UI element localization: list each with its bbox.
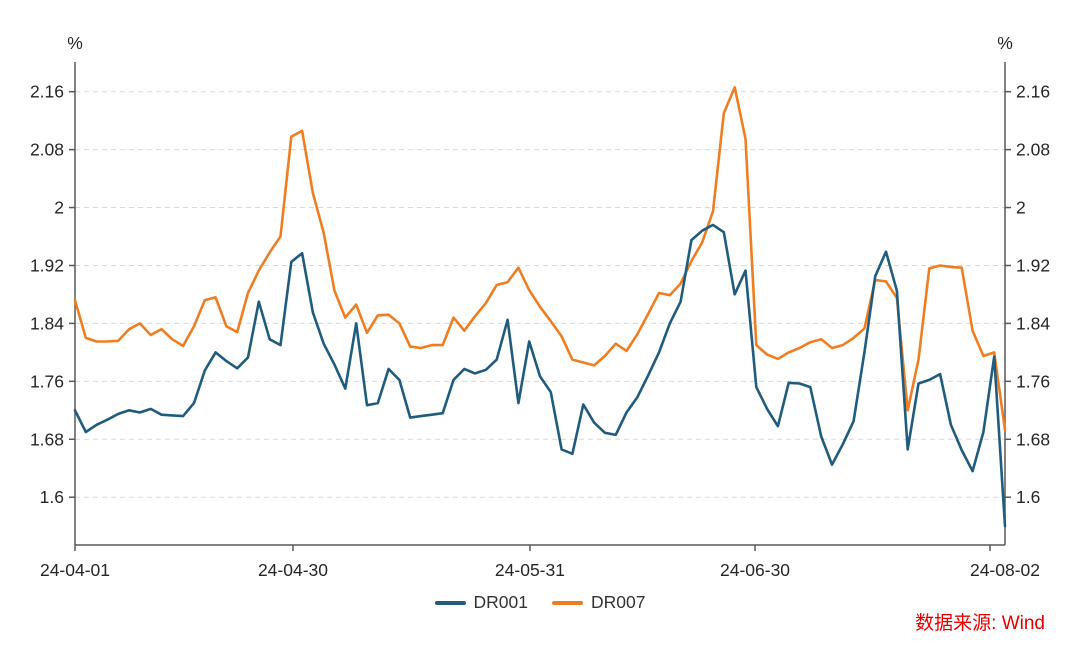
y-axis-label-right: 2.08 — [1016, 140, 1050, 160]
legend-label-dr007: DR007 — [591, 592, 646, 612]
y-axis-label-right: 1.84 — [1016, 313, 1050, 333]
data-source-note: 数据来源: Wind — [915, 613, 1045, 634]
x-axis-label: 24-04-30 — [258, 560, 328, 580]
legend-item-dr001: DR001 — [434, 592, 528, 613]
y-axis-label-left: 1.92 — [30, 255, 64, 275]
y-axis-label-left: 2 — [54, 198, 64, 218]
y-axis-label-right: 1.76 — [1016, 371, 1050, 391]
rate-line-chart: 1.6 1.6 1.68 1.68 1.76 1.76 1.84 1.84 1.92 1.92 2 2… — [30, 33, 1050, 580]
legend-item-dr007: DR007 — [552, 592, 645, 613]
y-axis-label-left: 1.6 — [40, 487, 64, 507]
dr001-line — [73, 223, 1007, 528]
x-axis-label: 24-06-30 — [720, 560, 790, 580]
legend-label-dr001: DR001 — [473, 592, 528, 612]
dr007-line — [73, 86, 1007, 432]
y-axis-label-right: 1.6 — [1016, 487, 1040, 507]
chart-legend: DR001 DR007 — [0, 592, 1080, 613]
y-axis-label-left: 2.08 — [30, 140, 64, 160]
y-axis-label-right: 2 — [1016, 198, 1026, 218]
y-axis-label-left: 1.84 — [30, 313, 64, 333]
unit-label-left: % — [67, 33, 83, 53]
y-axis-label-left: 2.16 — [30, 82, 64, 102]
y-axis-label-right: 1.92 — [1016, 255, 1050, 275]
x-axis-label: 24-04-01 — [40, 560, 110, 580]
y-axis-label-left: 1.68 — [30, 429, 64, 449]
x-axis-label: 24-08-02 — [970, 560, 1040, 580]
y-axis-label-right: 1.68 — [1016, 429, 1050, 449]
y-axis-label-left: 1.76 — [30, 371, 64, 391]
y-axis-label-right: 2.16 — [1016, 82, 1050, 102]
unit-label-right: % — [997, 33, 1013, 53]
x-axis-label: 24-05-31 — [495, 560, 565, 580]
dr007-line-swatch — [552, 600, 583, 605]
dr001-line-swatch — [434, 600, 466, 605]
